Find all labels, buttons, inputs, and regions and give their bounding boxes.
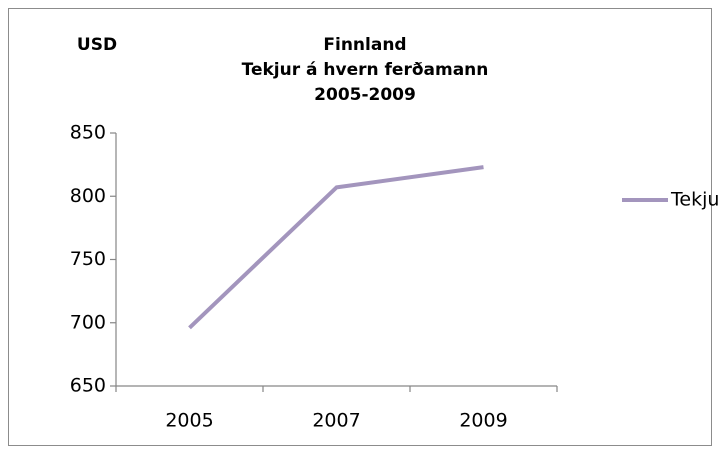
x-tick-label: 2007 [312, 410, 360, 432]
x-tick-label: 2005 [165, 410, 213, 432]
legend-label: Tekjur [670, 189, 720, 211]
y-axis-label: USD [77, 35, 117, 55]
x-tick-label: 2009 [459, 410, 507, 432]
y-tick-label: 850 [70, 122, 106, 144]
chart-title: 2005-2009 [314, 85, 416, 105]
chart-border [8, 8, 712, 446]
chart-title: Finnland [323, 35, 406, 55]
y-tick-label: 650 [70, 375, 106, 397]
y-tick-label: 700 [70, 311, 106, 333]
y-tick-label: 800 [70, 185, 106, 207]
line-series [188, 165, 484, 330]
chart-title: Tekjur á hvern ferðamann [242, 60, 489, 80]
y-tick-label: 750 [70, 248, 106, 270]
